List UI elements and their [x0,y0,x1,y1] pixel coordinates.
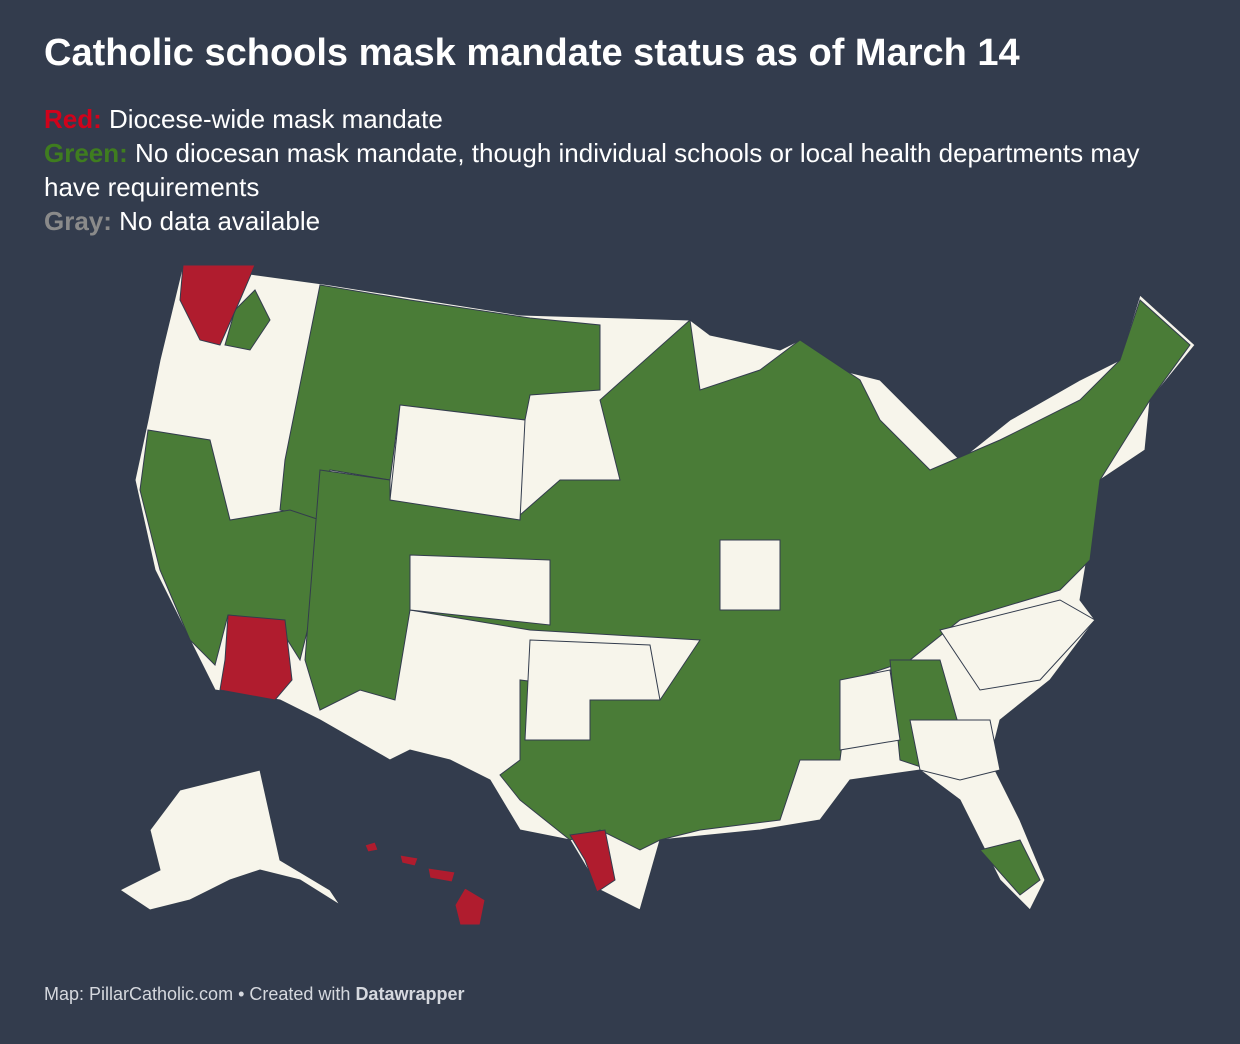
footer: Map: PillarCatholic.com • Created with D… [44,984,464,1005]
legend-key: Gray: [44,206,112,236]
legend-text: Diocese-wide mask mandate [109,104,443,134]
source: Map: PillarCatholic.com • Created with [44,984,351,1004]
title: Catholic schools mask mandate status as … [44,32,1020,74]
legend-key: Red: [44,104,102,134]
region-mandate [454,887,486,926]
region-no-mandate [979,839,1041,896]
legend: Red: Diocese-wide mask mandate Green: No … [44,102,1194,238]
map [119,264,1196,926]
region-no-data [839,669,901,751]
legend-text: No diocesan mask mandate, though individ… [44,138,1140,202]
legend-item: Red: Diocese-wide mask mandate [44,102,1194,136]
region-no-data [409,554,551,626]
legend-text: No data available [119,206,321,236]
legend-item: Gray: No data available [44,204,1194,238]
region-mandate [179,264,256,346]
region-mandate [219,614,293,701]
region-no-data [719,539,781,611]
legend-key: Green: [44,138,128,168]
region-no-data [119,769,341,911]
region-no-mandate [224,289,271,351]
tool: Datawrapper [355,984,465,1004]
region-no-data [909,719,1001,781]
legend-item: Green: No diocesan mask mandate, though … [44,136,1194,204]
region-no-data [389,404,526,521]
region-no-data [524,639,661,741]
region-mandate [427,867,456,883]
region-no-data [939,599,1096,691]
region-mandate [399,854,419,867]
region-mandate [364,841,379,853]
region-mandate [569,829,616,893]
